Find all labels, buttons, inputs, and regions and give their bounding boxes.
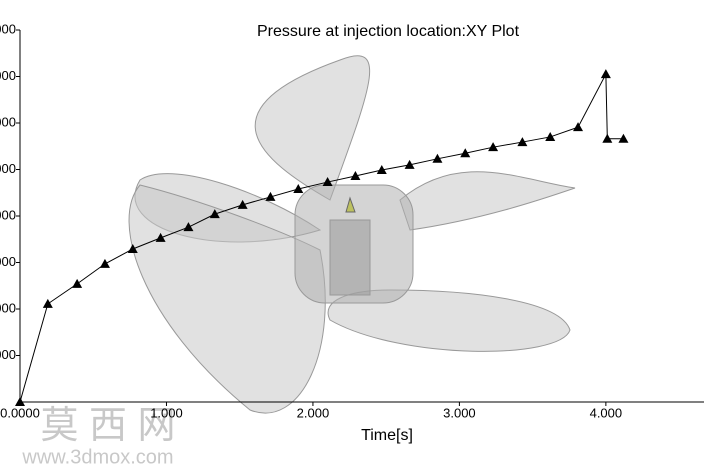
data-point — [322, 177, 333, 187]
data-point — [183, 222, 194, 232]
data-point — [42, 298, 53, 308]
data-point — [155, 232, 166, 242]
blade — [128, 184, 326, 414]
data-point — [573, 122, 584, 132]
data-point — [209, 209, 220, 219]
data-point — [350, 171, 361, 181]
x-axis-label: Time[s] — [361, 427, 413, 444]
hub-bore — [329, 219, 371, 296]
x-tick-label: 4.000 — [590, 405, 623, 420]
series-line — [19, 72, 624, 403]
chart-title: Pressure at injection location:XY Plot — [257, 23, 520, 40]
data-point — [15, 397, 25, 406]
data-point — [432, 153, 443, 163]
x-tick-label: 3.000 — [443, 405, 476, 420]
data-point — [602, 133, 613, 143]
x-tick-label: 1.000 — [150, 405, 183, 420]
y-tick-label: 000 — [0, 347, 16, 362]
y-tick-label: 000 — [0, 300, 16, 315]
blade — [254, 55, 371, 201]
data-point — [404, 159, 415, 169]
y-tick-label: 000 — [0, 21, 16, 36]
data-point — [293, 184, 304, 194]
y-tick-label: 000 — [0, 114, 16, 129]
watermark: 莫 西 网 — [40, 405, 175, 447]
data-point — [265, 191, 276, 201]
data-point — [237, 199, 248, 209]
propeller-render — [128, 55, 576, 414]
x-tick-label: 2.000 — [297, 405, 330, 420]
x-tick-label: 0.0000 — [0, 405, 40, 420]
data-point — [72, 278, 83, 288]
watermark-url: www.3dmox.com — [21, 446, 173, 468]
blade — [327, 289, 571, 352]
injection-point — [345, 196, 356, 213]
data-point — [545, 131, 556, 141]
data-point — [488, 142, 499, 152]
blade — [399, 171, 576, 231]
data-point — [600, 69, 611, 79]
data-point — [618, 133, 629, 143]
data-point — [99, 258, 110, 268]
y-tick-label: 000 — [0, 68, 16, 83]
y-tick-label: 000 — [0, 161, 16, 176]
y-tick-label: 000 — [0, 207, 16, 222]
data-point — [517, 137, 528, 147]
data-point — [127, 244, 138, 254]
data-point — [376, 164, 387, 174]
data-point — [460, 148, 471, 158]
y-tick-label: 000 — [0, 254, 16, 269]
